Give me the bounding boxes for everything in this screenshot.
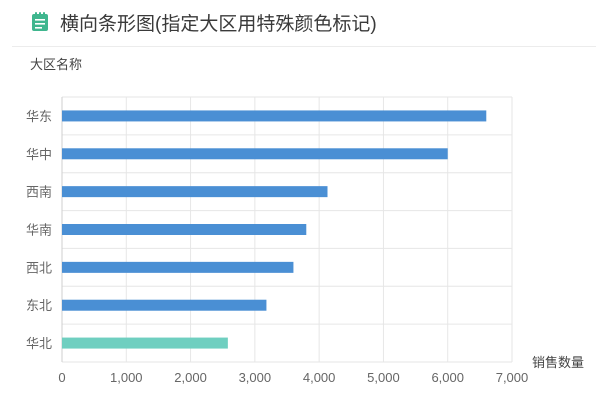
chart-title: 横向条形图(指定大区用特殊颜色标记): [60, 14, 377, 35]
bar: [62, 299, 267, 311]
x-tick-label: 1,000: [110, 370, 143, 385]
bar-highlighted: [62, 337, 228, 349]
y-category-label: 西北: [26, 260, 52, 275]
bar: [62, 224, 307, 235]
y-category-label: 西南: [26, 185, 52, 200]
y-category-label: 华中: [26, 147, 52, 162]
bar: [62, 110, 487, 122]
y-category-label: 东北: [26, 298, 52, 313]
x-tick-label: 7,000: [496, 370, 529, 385]
notepad-icon: [32, 12, 48, 31]
bar: [62, 186, 328, 198]
x-tick-label: 2,000: [174, 370, 207, 385]
bar: [62, 148, 448, 160]
x-axis-title: 销售数量: [532, 355, 585, 370]
x-tick-label: 6,000: [431, 370, 464, 385]
y-category-label: 华北: [26, 336, 52, 351]
y-category-label: 华南: [26, 223, 52, 238]
y-axis-title: 大区名称: [30, 57, 83, 72]
bar: [62, 261, 294, 273]
x-tick-label: 3,000: [239, 370, 272, 385]
chart-header: 横向条形图(指定大区用特殊颜色标记): [0, 0, 596, 46]
x-tick-label: 4,000: [303, 370, 336, 385]
y-category-label: 华东: [26, 109, 52, 124]
x-tick-label: 0: [58, 370, 65, 385]
header-divider: [12, 46, 596, 47]
x-tick-label: 5,000: [367, 370, 400, 385]
